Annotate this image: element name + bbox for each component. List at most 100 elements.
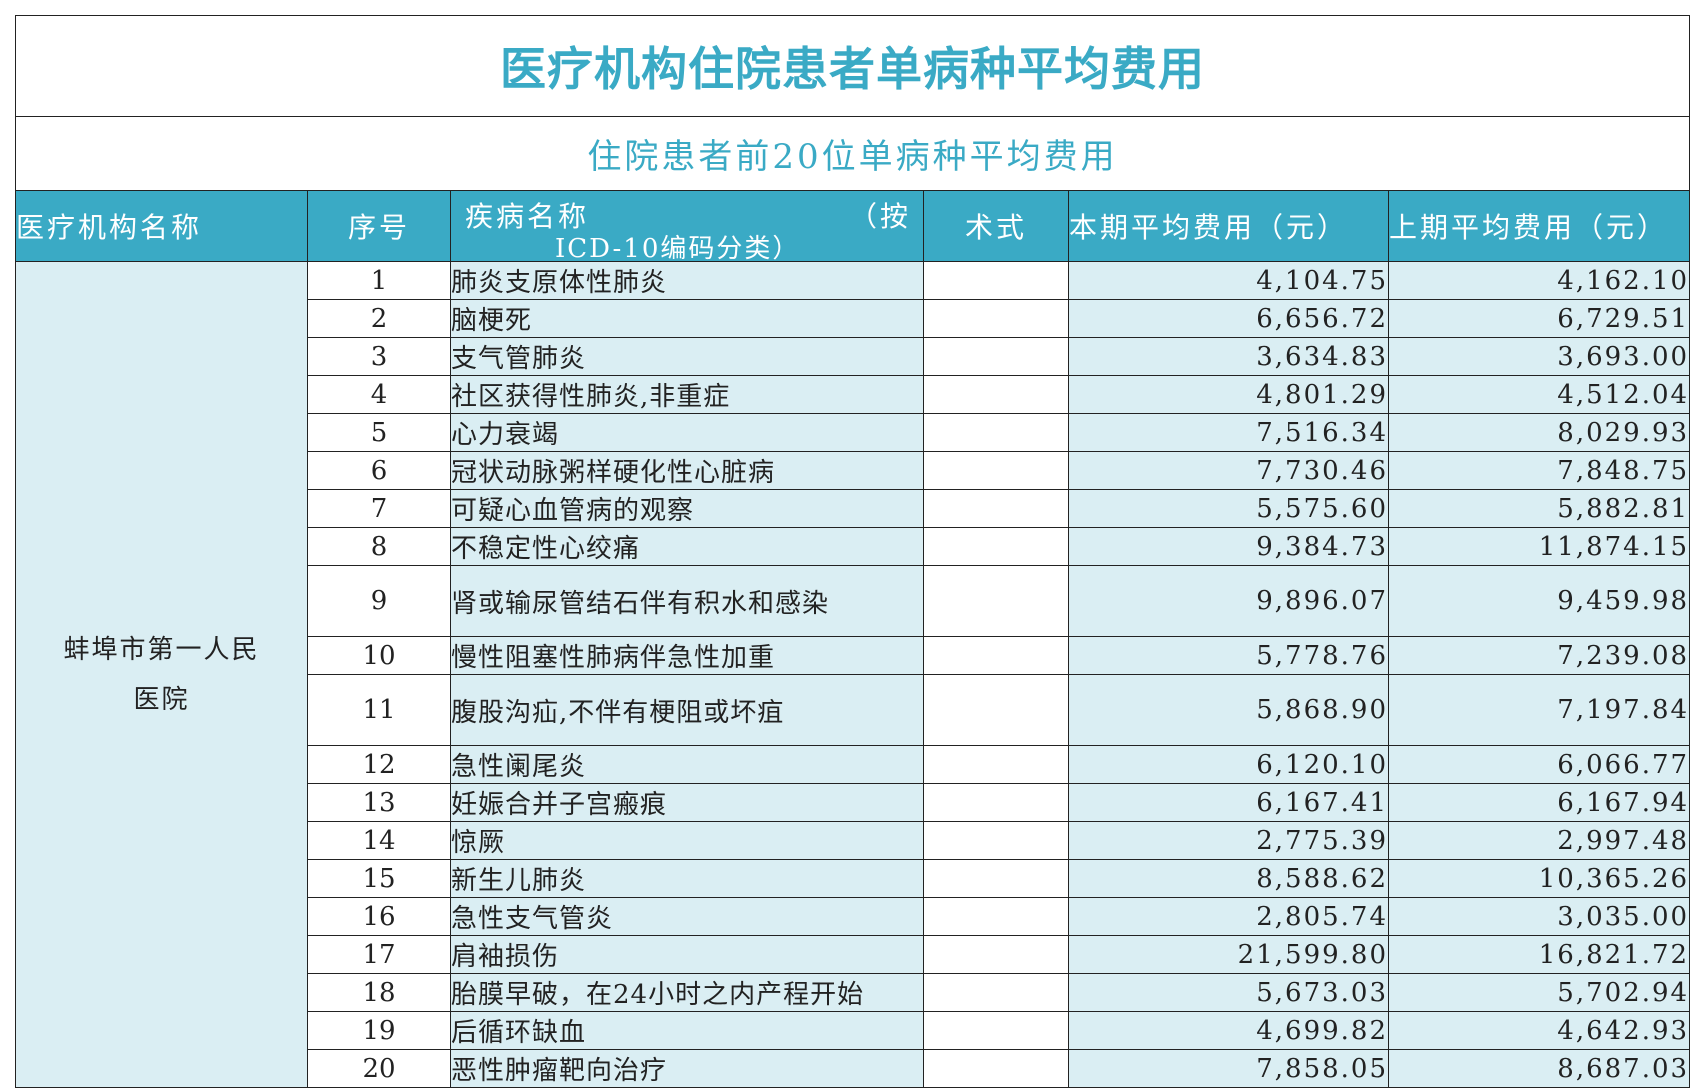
operation-cell: [923, 299, 1069, 338]
table-row: 蚌埠市第一人民 医院 1 肺炎支原体性肺炎 4,104.75 4,162.10: [15, 261, 1691, 1088]
row-index: 2: [307, 299, 451, 338]
table-row: 2 脑梗死 6,656.72 6,729.51: [16, 299, 1691, 338]
table-row: 19 后循环缺血 4,699.82 4,642.93: [16, 1011, 1691, 1050]
operation-cell: [923, 636, 1069, 675]
header-current: 本期平均费用（元）: [1068, 190, 1389, 262]
row-index: 5: [307, 413, 451, 452]
disease-name: 急性支气管炎: [450, 897, 924, 936]
organization-name-line1: 蚌埠市第一人民: [63, 634, 260, 665]
organization-name-line2: 医院: [133, 684, 190, 715]
operation-cell: [923, 674, 1069, 746]
table-row: 16 急性支气管炎 2,805.74 3,035.00: [16, 897, 1691, 936]
table-row: 10 慢性阻塞性肺病伴急性加重 5,778.76 7,239.08: [16, 636, 1691, 675]
previous-cost: 5,702.94: [1387, 973, 1691, 1012]
current-cost: 4,104.75: [1068, 261, 1389, 300]
header-disease-paren: （按: [848, 200, 911, 233]
disease-name: 惊厥: [450, 821, 924, 860]
previous-cost: 4,512.04: [1387, 375, 1691, 414]
current-cost: 8,588.62: [1068, 859, 1389, 898]
disease-name: 社区获得性肺炎,非重症: [450, 375, 924, 414]
row-index: 18: [307, 973, 451, 1012]
row-index: 7: [307, 489, 451, 528]
page-title: 医疗机构住院患者单病种平均费用: [14, 15, 1691, 117]
organization-name: 蚌埠市第一人民 医院: [15, 261, 308, 1088]
row-index: 6: [307, 451, 451, 490]
previous-cost: 8,029.93: [1387, 413, 1691, 452]
operation-cell: [923, 973, 1069, 1012]
disease-name: 脑梗死: [450, 299, 924, 338]
row-index: 9: [307, 565, 451, 637]
previous-cost: 9,459.98: [1387, 565, 1691, 637]
disease-name: 肩袖损伤: [450, 935, 924, 974]
disease-name: 胎膜早破，在24小时之内产程开始: [450, 973, 924, 1012]
previous-cost: 4,642.93: [1387, 1011, 1691, 1050]
row-index: 3: [307, 337, 451, 376]
table-row: 3 支气管肺炎 3,634.83 3,693.00: [16, 337, 1691, 376]
operation-cell: [923, 1049, 1069, 1088]
current-cost: 7,730.46: [1068, 451, 1389, 490]
previous-cost: 7,197.84: [1387, 674, 1691, 746]
operation-cell: [923, 565, 1069, 637]
disease-name: 急性阑尾炎: [450, 745, 924, 784]
current-cost: 7,858.05: [1068, 1049, 1389, 1088]
table-row: 13 妊娠合并子宫瘢痕 6,167.41 6,167.94: [16, 783, 1691, 822]
previous-cost: 4,162.10: [1387, 261, 1691, 300]
table-row: 18 胎膜早破，在24小时之内产程开始 5,673.03 5,702.94: [16, 973, 1691, 1012]
previous-cost: 6,729.51: [1387, 299, 1691, 338]
table-row: 5 心力衰竭 7,516.34 8,029.93: [16, 413, 1691, 452]
current-cost: 4,801.29: [1068, 375, 1389, 414]
table-row: 7 可疑心血管病的观察 5,575.60 5,882.81: [16, 489, 1691, 528]
row-index: 20: [307, 1049, 451, 1088]
current-cost: 7,516.34: [1068, 413, 1389, 452]
previous-cost: 16,821.72: [1387, 935, 1691, 974]
current-cost: 9,384.73: [1068, 527, 1389, 566]
operation-cell: [923, 261, 1069, 300]
current-cost: 6,120.10: [1068, 745, 1389, 784]
header-disease-line1: 疾病名称: [465, 200, 590, 233]
previous-cost: 7,848.75: [1387, 451, 1691, 490]
disease-name: 心力衰竭: [450, 413, 924, 452]
table-row: 4 社区获得性肺炎,非重症 4,801.29 4,512.04: [16, 375, 1691, 414]
table-row: 14 惊厥 2,775.39 2,997.48: [16, 821, 1691, 860]
row-index: 17: [307, 935, 451, 974]
operation-cell: [923, 451, 1069, 490]
disease-name: 恶性肿瘤靶向治疗: [450, 1049, 924, 1088]
previous-cost: 11,874.15: [1387, 527, 1691, 566]
current-cost: 5,778.76: [1068, 636, 1389, 675]
row-index: 8: [307, 527, 451, 566]
operation-cell: [923, 859, 1069, 898]
row-index: 14: [307, 821, 451, 860]
header-row: 医疗机构名称 序号 疾病名称 （按 ICD-10编码分类） 术式 本期平均费用（…: [15, 190, 1691, 262]
table-row: 9 肾或输尿管结石伴有积水和感染 9,896.07 9,459.98: [16, 565, 1691, 637]
operation-cell: [923, 489, 1069, 528]
table-row: 8 不稳定性心绞痛 9,384.73 11,874.15: [16, 527, 1691, 566]
header-operation: 术式: [923, 190, 1069, 262]
operation-cell: [923, 897, 1069, 936]
disease-name: 不稳定性心绞痛: [450, 527, 924, 566]
row-index: 19: [307, 1011, 451, 1050]
header-previous: 上期平均费用（元）: [1387, 190, 1691, 262]
operation-cell: [923, 413, 1069, 452]
disease-name: 妊娠合并子宫瘢痕: [450, 783, 924, 822]
operation-cell: [923, 745, 1069, 784]
table-row: 11 腹股沟疝,不伴有梗阻或坏疽 5,868.90 7,197.84: [16, 674, 1691, 746]
row-index: 16: [307, 897, 451, 936]
disease-name: 后循环缺血: [450, 1011, 924, 1050]
table-row: 6 冠状动脉粥样硬化性心脏病 7,730.46 7,848.75: [16, 451, 1691, 490]
current-cost: 5,673.03: [1068, 973, 1389, 1012]
previous-cost: 10,365.26: [1387, 859, 1691, 898]
disease-name: 肾或输尿管结石伴有积水和感染: [450, 565, 924, 637]
current-cost: 21,599.80: [1068, 935, 1389, 974]
previous-cost: 3,693.00: [1387, 337, 1691, 376]
current-cost: 6,167.41: [1068, 783, 1389, 822]
row-index: 11: [307, 674, 451, 746]
operation-cell: [923, 1011, 1069, 1050]
current-cost: 6,656.72: [1068, 299, 1389, 338]
current-cost: 5,868.90: [1068, 674, 1389, 746]
disease-name: 可疑心血管病的观察: [450, 489, 924, 528]
current-cost: 2,805.74: [1068, 897, 1389, 936]
current-cost: 4,699.82: [1068, 1011, 1389, 1050]
operation-cell: [923, 935, 1069, 974]
previous-cost: 3,035.00: [1387, 897, 1691, 936]
header-org: 医疗机构名称: [15, 190, 308, 262]
